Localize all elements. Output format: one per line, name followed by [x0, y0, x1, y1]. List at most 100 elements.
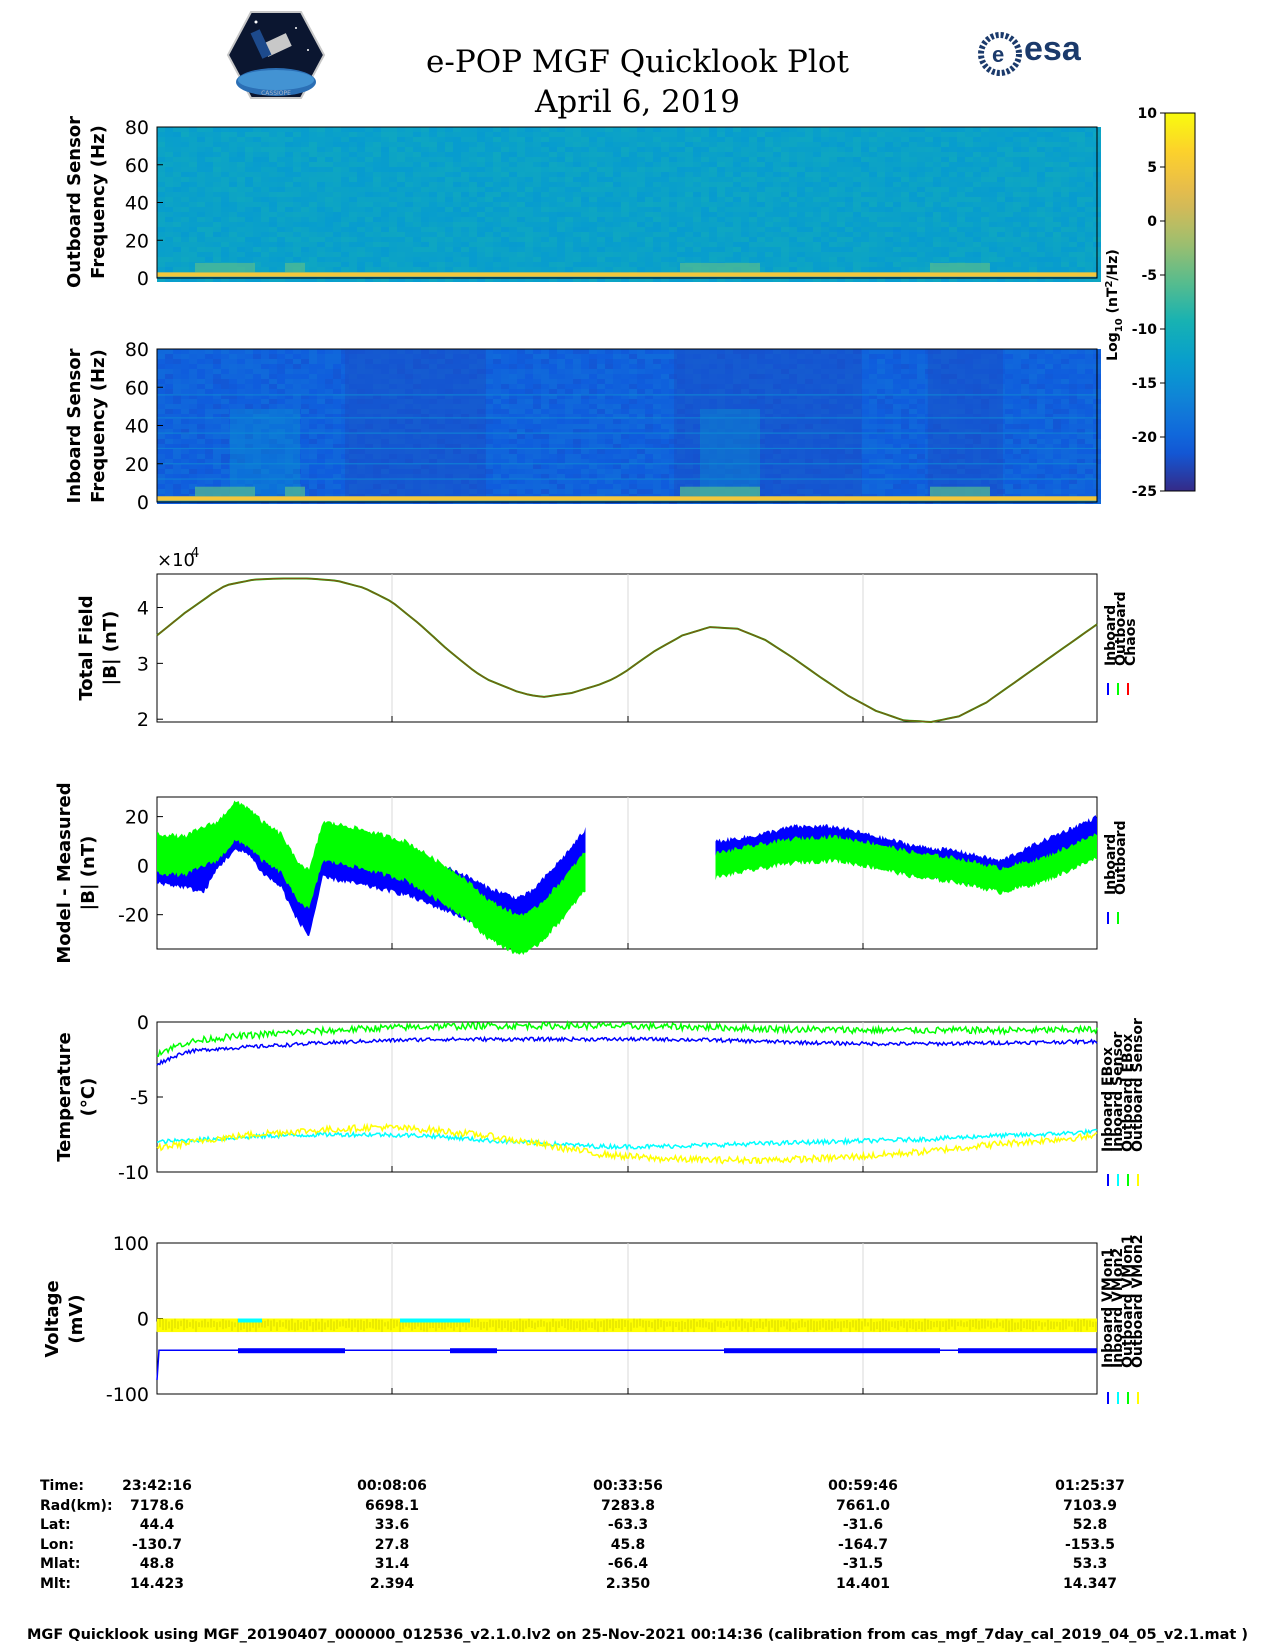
outboard-spectrogram-cell — [1077, 197, 1085, 202]
outboard-spectrogram-cell — [733, 192, 741, 197]
outboard-spectrogram-cell — [253, 132, 261, 137]
outboard-spectrogram-cell — [749, 142, 757, 147]
outboard-spectrogram-cell — [629, 222, 637, 227]
outboard-spectrogram-cell — [413, 212, 421, 217]
outboard-spectrogram-cell — [861, 202, 869, 207]
outboard-spectrogram-cell — [445, 177, 453, 182]
outboard-spectrogram-cell — [669, 182, 677, 187]
outboard-spectrogram-cell — [1077, 247, 1085, 252]
outboard-spectrogram-cell — [277, 207, 285, 212]
outboard-spectrogram-cell — [813, 232, 821, 237]
outboard-spectrogram-cell — [1021, 192, 1029, 197]
outboard-spectrogram-cell — [365, 137, 373, 142]
outboard-spectrogram-cell — [645, 257, 653, 262]
outboard-spectrogram-cell — [493, 162, 501, 167]
inboard-spectrogram-cell — [245, 454, 253, 459]
inboard-spectrogram-cell — [189, 384, 197, 389]
outboard-spectrogram-cell — [845, 237, 853, 242]
outboard-spectrogram-cell — [293, 207, 301, 212]
outboard-spectrogram-cell — [301, 207, 309, 212]
inboard-spectrogram-cell — [189, 489, 197, 494]
outboard-spectrogram-cell — [821, 212, 829, 217]
outboard-spectrogram-cell — [749, 202, 757, 207]
outboard-spectrogram-cell — [645, 252, 653, 257]
outboard-spectrogram-cell — [813, 247, 821, 252]
outboard-spectrogram-cell — [1013, 127, 1021, 132]
outboard-spectrogram-cell — [861, 127, 869, 132]
outboard-spectrogram-cell — [1069, 277, 1077, 282]
outboard-spectrogram-cell — [189, 142, 197, 147]
outboard-spectrogram-cell — [829, 202, 837, 207]
inboard-spectrogram-cell — [325, 449, 333, 454]
outboard-spectrogram-cell — [1005, 277, 1013, 282]
outboard-spectrogram-cell — [293, 222, 301, 227]
outboard-spectrogram-cell — [277, 167, 285, 172]
outboard-spectrogram-cell — [725, 177, 733, 182]
outboard-spectrogram-cell — [949, 162, 957, 167]
outboard-spectrogram-cell — [853, 267, 861, 272]
outboard-spectrogram-cell — [397, 237, 405, 242]
outboard-spectrogram-cell — [477, 192, 485, 197]
outboard-spectrogram-cell — [373, 242, 381, 247]
outboard-spectrogram-cell — [549, 237, 557, 242]
outboard-spectrogram-cell — [173, 257, 181, 262]
inboard-spectrogram-cell — [165, 449, 173, 454]
outboard-spectrogram-cell — [565, 132, 573, 137]
outboard-spectrogram-cell — [653, 257, 661, 262]
outboard-spectrogram-cell — [637, 192, 645, 197]
inboard-spectrogram-cell — [253, 464, 261, 469]
outboard-spectrogram-cell — [813, 212, 821, 217]
outboard-spectrogram-cell — [813, 167, 821, 172]
outboard-spectrogram-cell — [981, 252, 989, 257]
outboard-spectrogram-cell — [237, 192, 245, 197]
outboard-spectrogram-cell — [693, 177, 701, 182]
outboard-spectrogram-cell — [189, 177, 197, 182]
outboard-spectrogram-cell — [901, 137, 909, 142]
outboard-spectrogram-cell — [597, 252, 605, 257]
outboard-spectrogram-cell — [525, 182, 533, 187]
outboard-spectrogram-cell — [469, 197, 477, 202]
outboard-spectrogram-cell — [669, 177, 677, 182]
outboard-spectrogram-cell — [973, 172, 981, 177]
outboard-spectrogram-cell — [629, 257, 637, 262]
outboard-spectrogram-cell — [309, 237, 317, 242]
outboard-spectrogram-cell — [253, 277, 261, 282]
inboard-spectrogram-cell — [333, 459, 341, 464]
outboard-spectrogram-cell — [885, 262, 893, 267]
outboard-spectrogram-cell — [693, 172, 701, 177]
inboard-spectrogram-cell — [165, 374, 173, 379]
outboard-spectrogram-cell — [285, 162, 293, 167]
outboard-spectrogram-cell — [773, 277, 781, 282]
outboard-spectrogram-cell — [565, 257, 573, 262]
inboard-spectrogram-cell — [237, 379, 245, 384]
outboard-spectrogram-cell — [349, 182, 357, 187]
outboard-spectrogram-cell — [197, 202, 205, 207]
outboard-spectrogram-cell — [269, 217, 277, 222]
inboard-spectrogram-cell — [277, 349, 285, 354]
inboard-spectrogram-cell — [221, 399, 229, 404]
outboard-spectrogram-cell — [397, 152, 405, 157]
inboard-spectrogram-cell — [213, 349, 221, 354]
outboard-spectrogram-cell — [845, 252, 853, 257]
outboard-spectrogram-cell — [717, 132, 725, 137]
outboard-spectrogram-cell — [357, 257, 365, 262]
outboard-spectrogram-cell — [437, 132, 445, 137]
outboard-spectrogram-cell — [485, 267, 493, 272]
outboard-spectrogram-cell — [757, 177, 765, 182]
inboard-spectrogram-cell — [181, 444, 189, 449]
outboard-spectrogram-cell — [557, 192, 565, 197]
outboard-spectrogram-cell — [853, 242, 861, 247]
outboard-spectrogram-cell — [821, 242, 829, 247]
outboard-spectrogram-cell — [789, 232, 797, 237]
outboard-spectrogram-cell — [1061, 237, 1069, 242]
outboard-spectrogram-cell — [781, 182, 789, 187]
outboard-spectrogram-cell — [901, 197, 909, 202]
outboard-spectrogram-cell — [877, 202, 885, 207]
outboard-spectrogram-cell — [701, 217, 709, 222]
outboard-spectrogram-cell — [597, 192, 605, 197]
outboard-spectrogram-cell — [965, 207, 973, 212]
inboard-spectrogram-cell — [181, 364, 189, 369]
outboard-spectrogram-cell — [597, 157, 605, 162]
outboard-spectrogram-cell — [749, 152, 757, 157]
outboard-spectrogram-cell — [773, 247, 781, 252]
